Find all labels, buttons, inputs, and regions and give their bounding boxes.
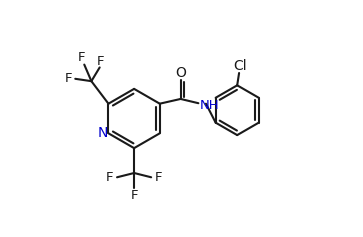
Text: F: F: [106, 172, 114, 184]
Text: O: O: [175, 66, 186, 80]
Text: NH: NH: [200, 99, 220, 112]
Text: Cl: Cl: [233, 59, 246, 73]
Text: F: F: [130, 189, 138, 202]
Text: F: F: [78, 51, 86, 64]
Text: F: F: [155, 172, 162, 184]
Text: F: F: [65, 72, 72, 85]
Text: N: N: [98, 126, 109, 140]
Text: F: F: [97, 55, 105, 68]
